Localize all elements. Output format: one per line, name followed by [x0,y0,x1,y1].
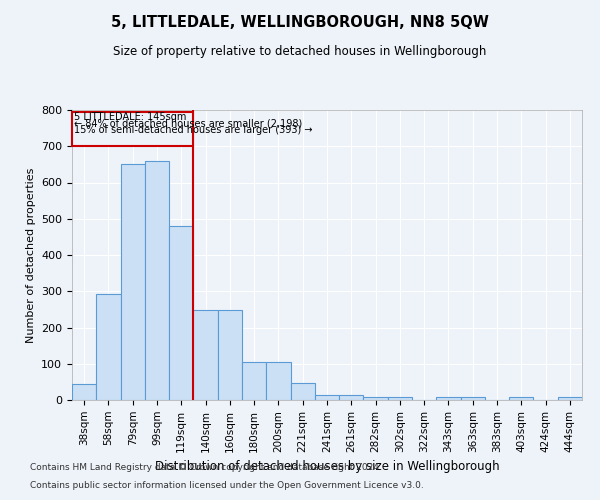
Text: ← 84% of detached houses are smaller (2,198): ← 84% of detached houses are smaller (2,… [74,119,302,129]
X-axis label: Distribution of detached houses by size in Wellingborough: Distribution of detached houses by size … [155,460,499,473]
Bar [72,384,96,400]
FancyBboxPatch shape [72,112,193,146]
Bar [290,382,315,400]
Bar [436,397,461,400]
Text: Contains HM Land Registry data © Crown copyright and database right 2024.: Contains HM Land Registry data © Crown c… [30,464,382,472]
Bar [509,397,533,400]
Bar [169,226,193,400]
Bar [388,397,412,400]
Bar [145,161,169,400]
Bar [121,164,145,400]
Text: 15% of semi-detached houses are larger (393) →: 15% of semi-detached houses are larger (… [74,126,313,136]
Bar [364,397,388,400]
Bar [266,362,290,400]
Bar [339,396,364,400]
Text: 5, LITTLEDALE, WELLINGBOROUGH, NN8 5QW: 5, LITTLEDALE, WELLINGBOROUGH, NN8 5QW [111,15,489,30]
Bar [315,396,339,400]
Bar [461,397,485,400]
Text: 5 LITTLEDALE: 145sqm: 5 LITTLEDALE: 145sqm [74,112,187,122]
Bar [96,294,121,400]
Bar [218,310,242,400]
Y-axis label: Number of detached properties: Number of detached properties [26,168,35,342]
Text: Contains public sector information licensed under the Open Government Licence v3: Contains public sector information licen… [30,481,424,490]
Bar [193,310,218,400]
Bar [242,362,266,400]
Bar [558,397,582,400]
Text: Size of property relative to detached houses in Wellingborough: Size of property relative to detached ho… [113,45,487,58]
